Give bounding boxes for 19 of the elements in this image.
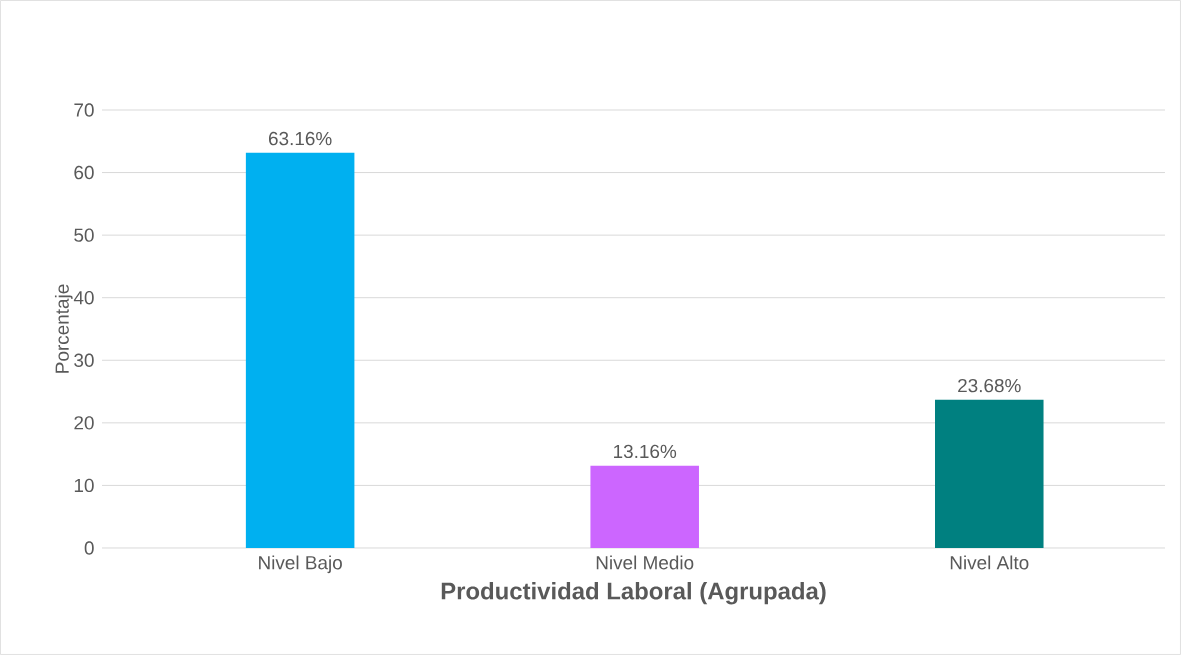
data-label: 63.16% — [268, 131, 332, 146]
bar — [245, 152, 355, 548]
x-tick-label: Nivel Medio — [596, 555, 694, 570]
y-tick-label: 0 — [84, 541, 94, 555]
bar — [590, 465, 699, 548]
x-tick-label: Nivel Bajo — [259, 555, 342, 574]
y-tick-label: 50 — [74, 228, 94, 242]
y-tick-label: 10 — [74, 478, 94, 493]
y-tick-label: 70 — [74, 103, 94, 117]
data-label: 23.68% — [958, 378, 1021, 393]
y-tick-label: 40 — [73, 291, 94, 305]
x-tick-label: Nivel Alto — [950, 555, 1029, 570]
x-axis-title: Productividad Laboral (Agrupada) — [441, 581, 826, 605]
y-axis-title: Porcentaje — [54, 284, 73, 373]
y-tick-label: 30 — [74, 353, 94, 367]
y-tick-label: 20 — [74, 416, 94, 430]
y-tick-label: 60 — [74, 165, 94, 180]
bar — [935, 399, 1044, 548]
data-label: 13.16% — [614, 444, 677, 459]
